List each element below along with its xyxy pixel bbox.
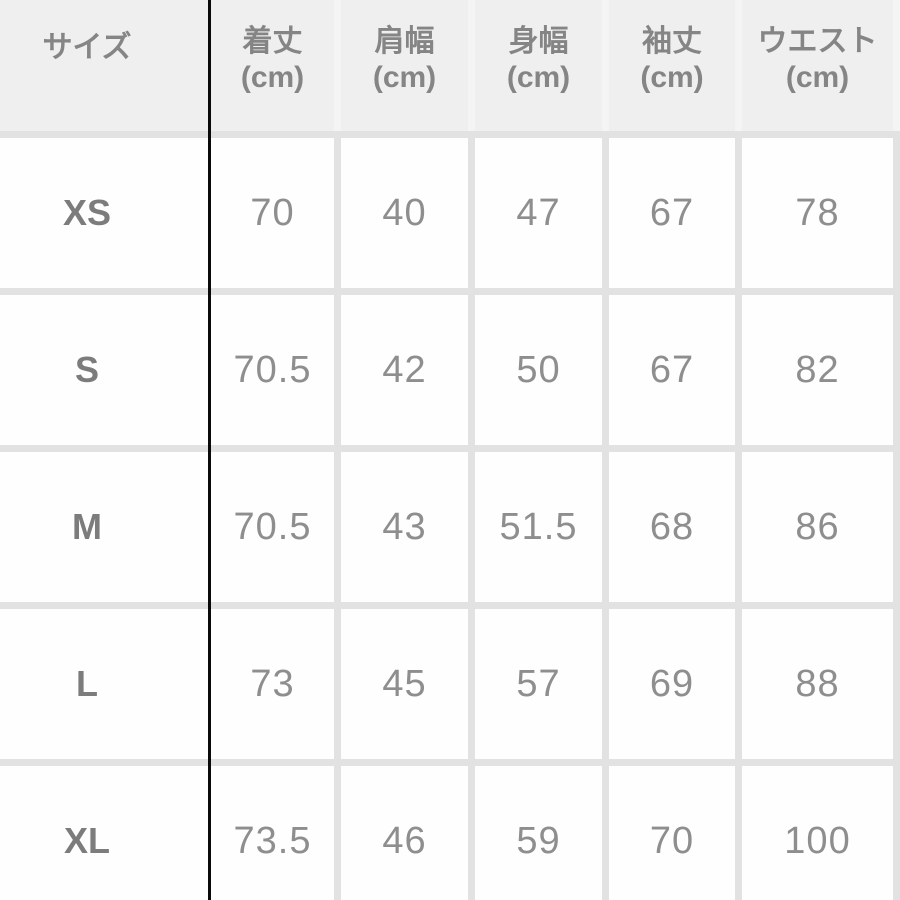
header-label: サイズ (42, 31, 132, 64)
header-gap (893, 0, 900, 131)
header-label: 着丈 (242, 25, 303, 58)
value-cell: 42 (341, 295, 468, 445)
value-cell: 73 (211, 609, 334, 759)
value-cell: 59 (475, 766, 602, 900)
size-label-cell: XS (0, 138, 208, 288)
value-cell: 47 (475, 138, 602, 288)
header-unit: (cm) (785, 61, 850, 94)
header-label: 肩幅 (374, 25, 435, 58)
value-cell: 50 (475, 295, 602, 445)
header-gap (735, 0, 742, 131)
value-cell: 86 (742, 452, 893, 602)
header-label: ウエスト (757, 25, 878, 58)
header-cell-chest-width: 身幅 (cm) (475, 0, 602, 131)
header-unit: (cm) (372, 61, 437, 94)
value-cell: 70 (211, 138, 334, 288)
value-cell: 68 (609, 452, 735, 602)
header-label: 袖丈 (642, 25, 702, 58)
value-cell: 70.5 (211, 295, 334, 445)
header-unit: (cm) (506, 61, 571, 94)
value-cell: 57 (475, 609, 602, 759)
header-gap (334, 0, 341, 131)
value-cell: 88 (742, 609, 893, 759)
value-cell: 70 (609, 766, 735, 900)
header-unit: (cm) (640, 61, 704, 94)
value-cell: 78 (742, 138, 893, 288)
size-label-cell: L (0, 609, 208, 759)
header-gap (468, 0, 475, 131)
size-label-cell: M (0, 452, 208, 602)
value-cell: 70.5 (211, 452, 334, 602)
value-cell: 51.5 (475, 452, 602, 602)
value-cell: 82 (742, 295, 893, 445)
size-label-cell: XL (0, 766, 208, 900)
header-cell-waist: ウエスト (cm) (742, 0, 893, 131)
value-cell: 69 (609, 609, 735, 759)
header-gap (602, 0, 609, 131)
size-label-cell: S (0, 295, 208, 445)
value-cell: 73.5 (211, 766, 334, 900)
value-cell: 45 (341, 609, 468, 759)
header-cell-size: サイズ (0, 0, 208, 131)
value-cell: 67 (609, 138, 735, 288)
column-divider-line (208, 0, 211, 900)
header-cell-body-length: 着丈 (cm) (211, 0, 334, 131)
header-label: 身幅 (508, 25, 569, 58)
header-cell-shoulder-width: 肩幅 (cm) (341, 0, 468, 131)
value-cell: 46 (341, 766, 468, 900)
value-cell: 67 (609, 295, 735, 445)
value-cell: 100 (742, 766, 893, 900)
value-cell: 40 (341, 138, 468, 288)
header-cell-sleeve-length: 袖丈 (cm) (609, 0, 735, 131)
header-unit: (cm) (240, 61, 305, 94)
value-cell: 43 (341, 452, 468, 602)
